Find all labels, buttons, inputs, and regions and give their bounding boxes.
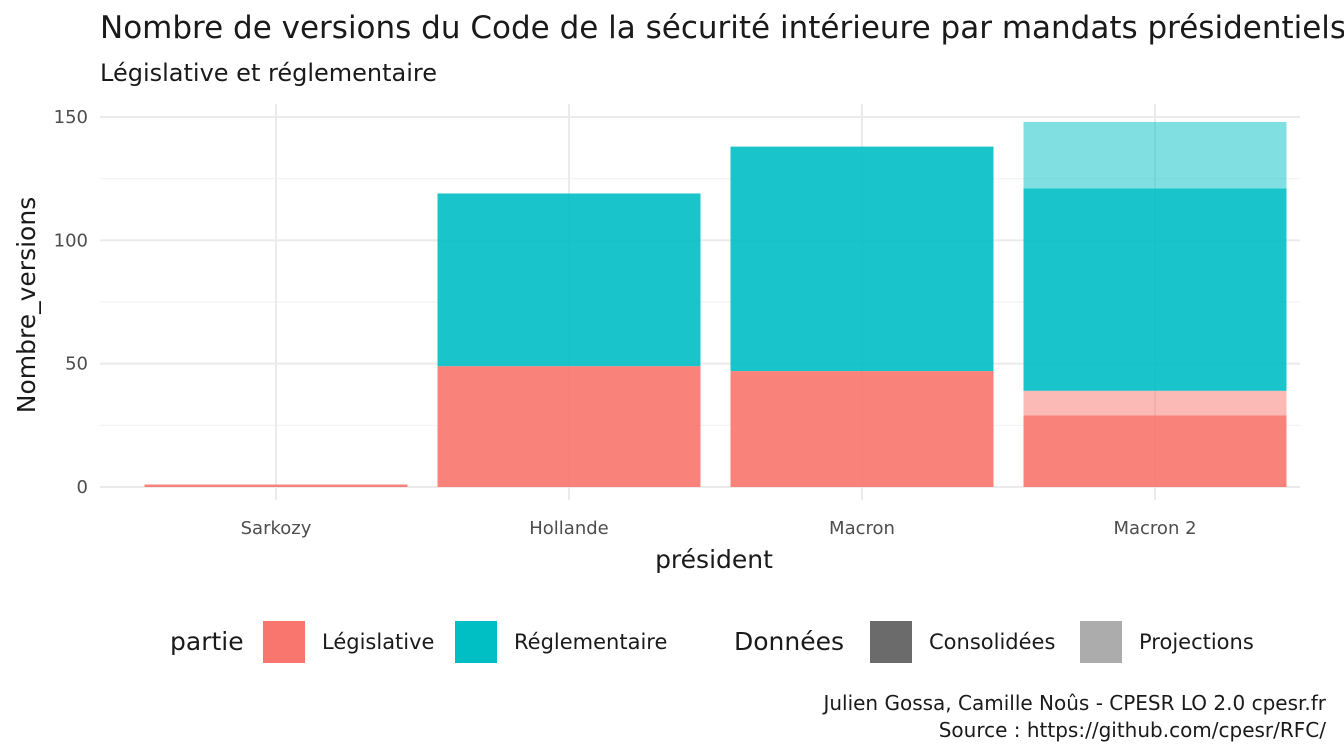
bar-segment [730, 371, 994, 487]
legend-title: partie [170, 627, 244, 656]
x-tick-label: Macron [829, 518, 895, 539]
bars [144, 121, 1287, 487]
bar-segment [1023, 415, 1287, 487]
bar-segment [437, 193, 701, 367]
caption-authors: Julien Gossa, Camille Noûs - CPESR LO 2.… [821, 691, 1326, 715]
legend-title: Données [734, 627, 844, 656]
legend-label: Législative [322, 630, 434, 654]
x-tick-label: Macron 2 [1113, 518, 1196, 539]
y-tick-labels: 0 50 100 150 [54, 107, 88, 498]
legend-key [870, 621, 912, 663]
y-axis-title: Nombre_versions [12, 197, 41, 413]
x-tick-label: Hollande [529, 518, 609, 539]
legend-label: Réglementaire [514, 630, 667, 654]
bar-segment [1023, 390, 1287, 416]
x-tick-label: Sarkozy [241, 518, 312, 539]
bar-segment [144, 484, 408, 487]
y-tick-label: 0 [77, 477, 88, 498]
bar-segment [437, 366, 701, 487]
legend: partie Législative Réglementaire Données Con… [170, 621, 1254, 663]
chart-title: Nombre de versions du Code de la sécurit… [100, 10, 1344, 46]
caption-source: Source : https://github.com/cpesr/RFC/ [939, 718, 1327, 742]
legend-key [263, 621, 305, 663]
y-tick-label: 100 [54, 230, 88, 251]
legend-key [455, 621, 497, 663]
legend-label: Projections [1139, 630, 1254, 654]
y-tick-label: 150 [54, 107, 88, 128]
x-axis-title: président [655, 545, 773, 574]
x-tick-labels: Sarkozy Hollande Macron Macron 2 [241, 518, 1197, 539]
bar-segment [1023, 121, 1287, 189]
legend-label: Consolidées [929, 630, 1055, 654]
bar-segment [730, 146, 994, 372]
chart-subtitle: Législative et réglementaire [100, 59, 437, 87]
y-tick-label: 50 [65, 354, 88, 375]
bar-segment [1023, 188, 1287, 391]
legend-key [1080, 621, 1122, 663]
